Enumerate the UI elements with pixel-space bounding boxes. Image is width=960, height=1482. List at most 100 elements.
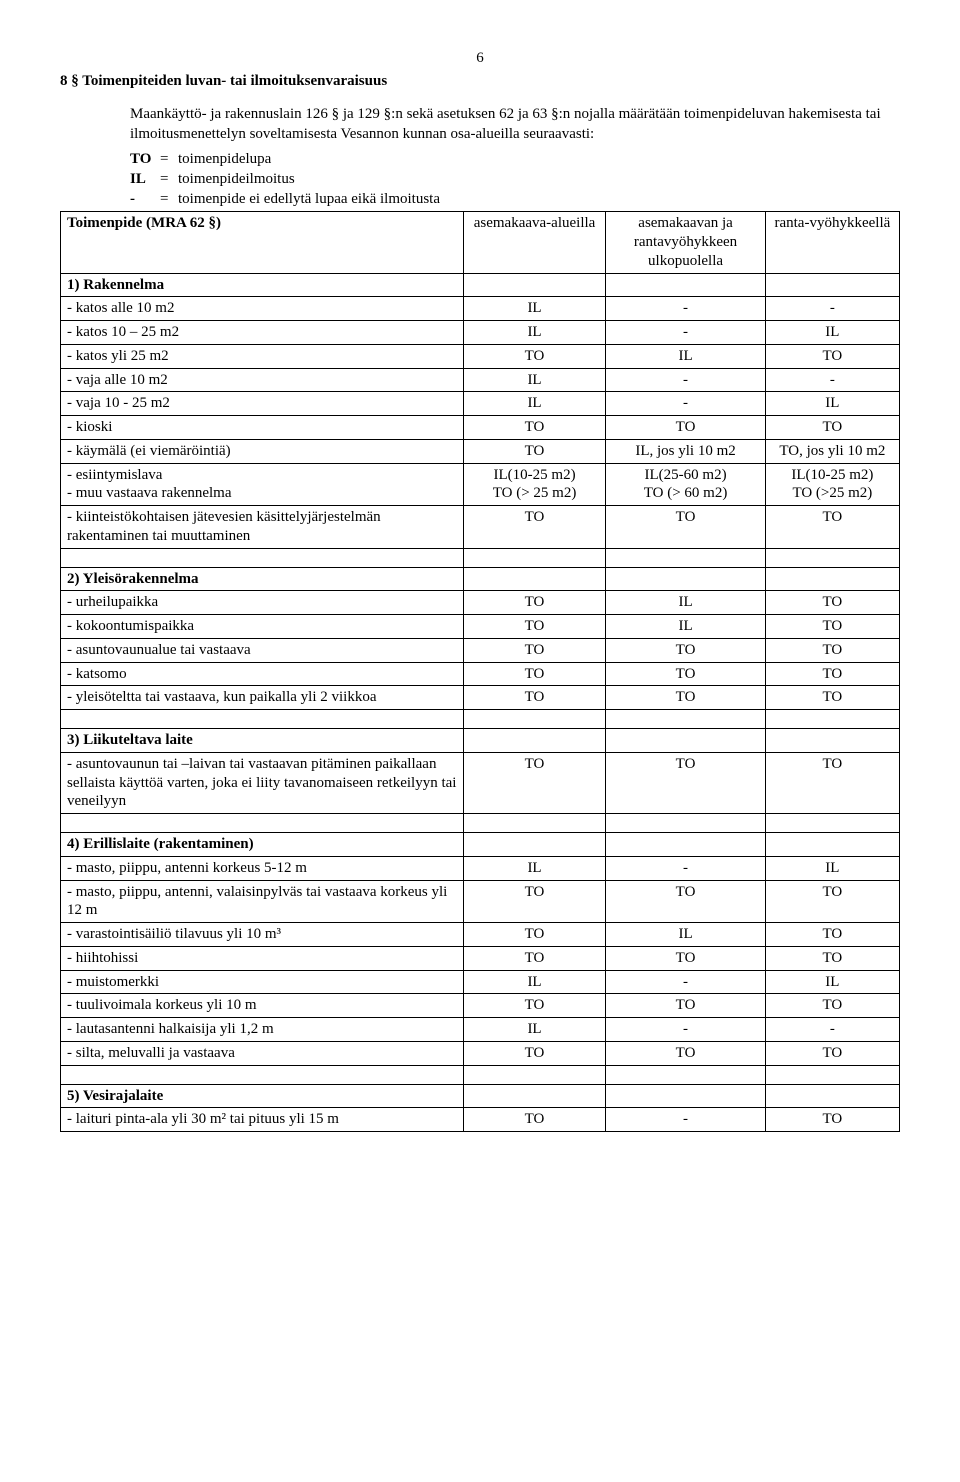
spacer-cell xyxy=(606,710,765,729)
abbrev-key: - xyxy=(130,189,160,209)
table-cell: TO xyxy=(765,344,899,368)
table-cell: TO xyxy=(765,1108,899,1132)
table-cell xyxy=(463,833,606,857)
table-row: - urheilupaikkaTOILTO xyxy=(61,591,900,615)
table-cell: Toimenpide (MRA 62 §) xyxy=(61,212,464,273)
table-row: - masto, piippu, antenni korkeus 5-12 mI… xyxy=(61,856,900,880)
section-heading: 8 § Toimenpiteiden luvan- tai ilmoitukse… xyxy=(60,73,900,90)
table-cell: IL xyxy=(463,392,606,416)
table-row: - yleisöteltta tai vastaava, kun paikall… xyxy=(61,686,900,710)
table-cell: IL xyxy=(606,591,765,615)
spacer-row xyxy=(61,548,900,567)
table-row: - katos alle 10 m2IL-- xyxy=(61,297,900,321)
table-cell: IL(10-25 m2)TO (> 25 m2) xyxy=(463,463,606,506)
table-cell: TO xyxy=(765,946,899,970)
table-cell: TO xyxy=(606,994,765,1018)
spacer-cell xyxy=(606,1065,765,1084)
table-cell: TO xyxy=(463,439,606,463)
table-cell: - masto, piippu, antenni, valaisinpylväs… xyxy=(61,880,464,923)
table-row: - kokoontumispaikkaTOILTO xyxy=(61,615,900,639)
table-row: - asuntovaunun tai –laivan tai vastaavan… xyxy=(61,752,900,813)
spacer-cell xyxy=(61,710,464,729)
intro-text: Maankäyttö- ja rakennuslain 126 § ja 129… xyxy=(130,104,900,145)
abbrev-val: toimenpide ei edellytä lupaa eikä ilmoit… xyxy=(178,189,440,209)
table-cell: - asuntovaunun tai –laivan tai vastaavan… xyxy=(61,752,464,813)
table-cell: TO xyxy=(765,638,899,662)
table-cell xyxy=(765,273,899,297)
table-cell xyxy=(765,833,899,857)
table-cell: TO xyxy=(765,506,899,549)
spacer-cell xyxy=(765,814,899,833)
table-cell: - käymälä (ei viemäröintiä) xyxy=(61,439,464,463)
abbrev-row: IL=toimenpideilmoitus xyxy=(130,169,900,189)
table-cell: IL xyxy=(765,392,899,416)
table-row: - varastointisäiliö tilavuus yli 10 m³TO… xyxy=(61,923,900,947)
table-cell xyxy=(463,729,606,753)
table-cell: - varastointisäiliö tilavuus yli 10 m³ xyxy=(61,923,464,947)
table-cell: TO xyxy=(463,416,606,440)
table-cell: TO xyxy=(606,416,765,440)
table-cell: - katos 10 – 25 m2 xyxy=(61,321,464,345)
table-cell: TO xyxy=(463,638,606,662)
table-cell: 2) Yleisörakennelma xyxy=(61,567,464,591)
abbrev-val: toimenpideilmoitus xyxy=(178,169,295,189)
table-cell: IL xyxy=(765,321,899,345)
table-cell: - kioski xyxy=(61,416,464,440)
table-row: - silta, meluvalli ja vastaavaTOTOTO xyxy=(61,1041,900,1065)
table-cell xyxy=(463,567,606,591)
table-cell: - kokoontumispaikka xyxy=(61,615,464,639)
table-cell: TO xyxy=(765,591,899,615)
table-row: - kioskiTOTOTO xyxy=(61,416,900,440)
table-cell: TO xyxy=(606,946,765,970)
table-cell: 5) Vesirajalaite xyxy=(61,1084,464,1108)
table-row: - lautasantenni halkaisija yli 1,2 mIL-- xyxy=(61,1018,900,1042)
spacer-row xyxy=(61,710,900,729)
table-cell: - urheilupaikka xyxy=(61,591,464,615)
table-cell: TO xyxy=(765,880,899,923)
table-cell: IL xyxy=(606,615,765,639)
table-cell: IL xyxy=(463,297,606,321)
table-cell xyxy=(765,1084,899,1108)
table-cell xyxy=(765,729,899,753)
table-cell: - tuulivoimala korkeus yli 10 m xyxy=(61,994,464,1018)
table-cell: - hiihtohissi xyxy=(61,946,464,970)
abbrev-key: TO xyxy=(130,149,160,169)
spacer-cell xyxy=(765,548,899,567)
table-cell: - asuntovaunualue tai vastaava xyxy=(61,638,464,662)
spacer-row xyxy=(61,814,900,833)
table-cell: TO xyxy=(463,946,606,970)
table-cell: - lautasantenni halkaisija yli 1,2 m xyxy=(61,1018,464,1042)
table-cell: IL xyxy=(463,321,606,345)
table-cell: IL xyxy=(765,970,899,994)
table-cell: - xyxy=(606,1018,765,1042)
table-cell: - xyxy=(606,297,765,321)
table-cell: IL xyxy=(463,1018,606,1042)
group-heading-row: 3) Liikuteltava laite xyxy=(61,729,900,753)
table-cell: TO xyxy=(463,923,606,947)
table-cell: - katsomo xyxy=(61,662,464,686)
spacer-cell xyxy=(463,1065,606,1084)
table-cell: IL(10-25 m2)TO (>25 m2) xyxy=(765,463,899,506)
table-cell: ranta-vyöhykkeellä xyxy=(765,212,899,273)
table-cell: - katos yli 25 m2 xyxy=(61,344,464,368)
table-cell: IL xyxy=(463,970,606,994)
table-row: - katsomoTOTOTO xyxy=(61,662,900,686)
abbrev-val: toimenpidelupa xyxy=(178,149,271,169)
table-row: - esiintymislava- muu vastaava rakennelm… xyxy=(61,463,900,506)
table-cell: TO xyxy=(606,638,765,662)
table-cell: TO xyxy=(765,1041,899,1065)
table-cell: TO xyxy=(463,994,606,1018)
table-cell: asemakaavan ja rantavyöhykkeen ulkopuole… xyxy=(606,212,765,273)
table-cell: - xyxy=(606,856,765,880)
table-cell: - silta, meluvalli ja vastaava xyxy=(61,1041,464,1065)
table-cell: IL xyxy=(606,923,765,947)
table-cell xyxy=(606,567,765,591)
spacer-cell xyxy=(61,814,464,833)
table-cell: - xyxy=(606,392,765,416)
table-cell: IL xyxy=(463,368,606,392)
table-cell: TO xyxy=(463,344,606,368)
table-cell: - xyxy=(606,970,765,994)
table-cell: TO xyxy=(463,662,606,686)
table-cell: TO, jos yli 10 m2 xyxy=(765,439,899,463)
spacer-cell xyxy=(61,1065,464,1084)
